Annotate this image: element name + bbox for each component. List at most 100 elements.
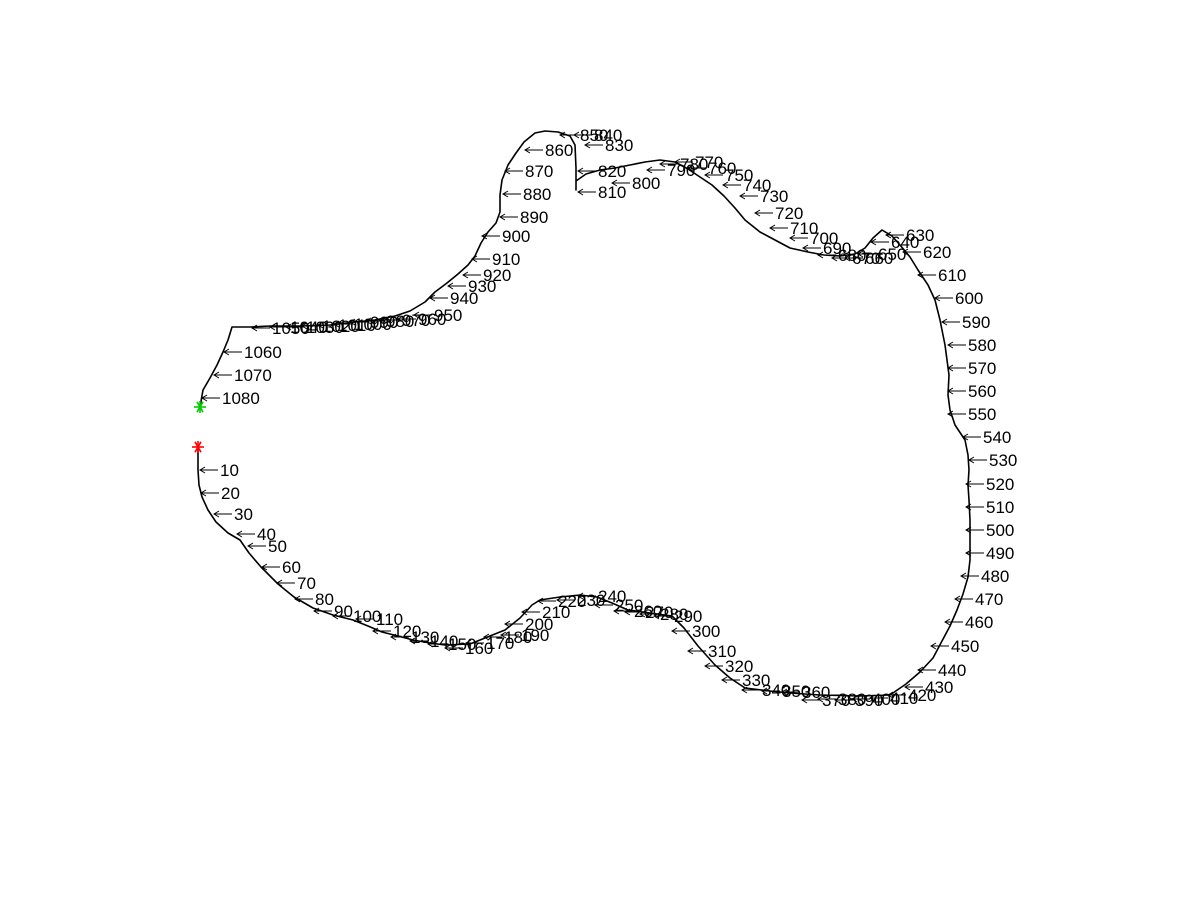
- label-text: 1060: [244, 343, 282, 362]
- label-arrow-head: [646, 166, 653, 174]
- label-text: 410: [890, 689, 918, 708]
- contour-label: 500: [965, 521, 1014, 540]
- contour-label: 560: [947, 382, 996, 401]
- contour-label: 860: [524, 141, 573, 160]
- label-text: 1020: [322, 317, 360, 336]
- contour-label: 910: [471, 250, 520, 269]
- contour-label: 960: [397, 310, 446, 329]
- contour-label: 150: [427, 635, 476, 654]
- label-text: 800: [632, 174, 660, 193]
- contour-label: 250: [594, 596, 643, 615]
- contour-label: 70: [276, 574, 316, 593]
- contour-label: 20: [200, 484, 240, 503]
- label-arrow-head: [687, 647, 694, 655]
- contour-label: 790: [646, 161, 695, 180]
- label-text: 130: [411, 628, 439, 647]
- contour-label: 280: [639, 605, 688, 624]
- label-arrow-head: [613, 607, 620, 615]
- label-arrow-head: [761, 687, 768, 695]
- label-arrow-head: [594, 601, 601, 609]
- label-text: 950: [434, 306, 462, 325]
- label-arrow-head: [199, 466, 206, 474]
- contour-label: 760: [687, 159, 736, 178]
- contour-label: 470: [954, 590, 1003, 609]
- contour-label: 270: [624, 603, 673, 622]
- label-arrow-head: [483, 633, 490, 641]
- contour-label: 520: [965, 475, 1014, 494]
- label-arrow-head: [885, 231, 892, 239]
- label-arrow-head: [213, 510, 220, 518]
- label-text: 210: [542, 603, 570, 622]
- label-text: 990: [370, 313, 398, 332]
- label-arrow-head: [429, 294, 436, 302]
- contour-label: 120: [372, 622, 421, 641]
- label-arrow-head: [687, 164, 694, 172]
- label-text: 780: [680, 155, 708, 174]
- label-text: 50: [268, 537, 287, 556]
- contour-label: 480: [960, 567, 1009, 586]
- contour-label: 1020: [301, 317, 360, 336]
- label-arrow-head: [704, 171, 711, 179]
- label-arrow-head: [962, 433, 969, 441]
- label-arrow-head: [965, 526, 972, 534]
- label-arrow-head: [653, 612, 660, 620]
- contour-label: 40: [236, 525, 276, 544]
- label-arrow-head: [471, 255, 478, 263]
- label-arrow-head: [500, 631, 507, 639]
- label-arrow-head: [789, 234, 796, 242]
- label-arrow-head: [355, 615, 362, 623]
- label-text: 320: [725, 657, 753, 676]
- label-arrow-head: [965, 480, 972, 488]
- label-text: 510: [986, 498, 1014, 517]
- contour-label: 1050: [251, 319, 310, 338]
- label-text: 330: [742, 671, 770, 690]
- label-arrow-head: [577, 167, 584, 175]
- label-arrow-head: [317, 321, 324, 329]
- label-text: 900: [502, 227, 530, 246]
- label-text: 470: [975, 590, 1003, 609]
- label-arrow-head: [537, 597, 544, 605]
- contour-label: 630: [885, 226, 934, 245]
- label-text: 120: [393, 622, 421, 641]
- contour-label: 1000: [333, 315, 392, 334]
- label-text: 1080: [222, 389, 260, 408]
- label-text: 680: [838, 246, 866, 265]
- contour-label: 990: [349, 313, 398, 332]
- label-arrow-head: [462, 271, 469, 279]
- contour-label: 640: [870, 233, 919, 252]
- label-arrow-head: [444, 644, 451, 652]
- label-text: 1030: [306, 318, 344, 337]
- label-text: 850: [580, 126, 608, 145]
- label-text: 750: [725, 166, 753, 185]
- label-text: 290: [674, 607, 702, 626]
- label-text: 200: [525, 615, 553, 634]
- label-arrow-head: [301, 322, 308, 330]
- label-arrow-head: [427, 640, 434, 648]
- label-arrow-head: [276, 579, 283, 587]
- label-arrow-head: [781, 688, 788, 696]
- label-text: 80: [315, 590, 334, 609]
- label-arrow-head: [801, 696, 808, 704]
- label-text: 610: [938, 266, 966, 285]
- contour-label: 620: [902, 243, 951, 262]
- label-text: 740: [743, 176, 771, 195]
- label-text: 450: [951, 637, 979, 656]
- label-arrow-head: [904, 683, 911, 691]
- contour-label: 550: [947, 405, 996, 424]
- contour-label: 300: [671, 622, 720, 641]
- label-arrow-head: [802, 244, 809, 252]
- label-text: 590: [962, 313, 990, 332]
- label-arrow-head: [930, 642, 937, 650]
- label-text: 830: [605, 136, 633, 155]
- label-arrow-head: [624, 608, 631, 616]
- contour-label: 170: [465, 634, 514, 653]
- contour-label: 650: [857, 245, 906, 264]
- label-arrow-head: [831, 254, 838, 262]
- label-text: 980: [386, 312, 414, 331]
- label-arrow-head: [817, 695, 824, 703]
- contour-label: 410: [869, 689, 918, 708]
- label-arrow-head: [741, 686, 748, 694]
- label-text: 880: [523, 185, 551, 204]
- label-arrow-head: [902, 248, 909, 256]
